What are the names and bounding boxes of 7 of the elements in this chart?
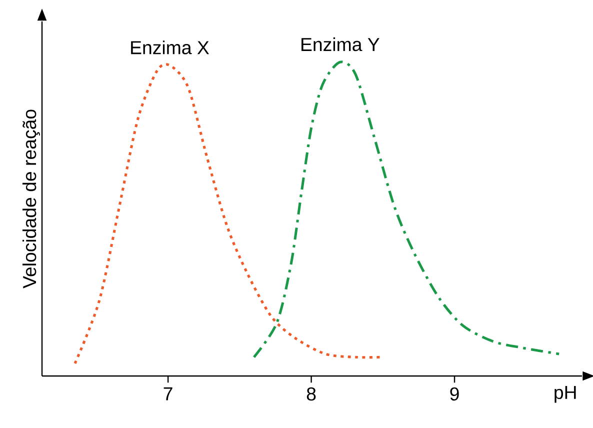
series-label: Enzima Y: [302, 37, 380, 52]
x-tick-label: 8: [306, 387, 316, 401]
y-axis-title: Velocidade de reação: [22, 110, 40, 288]
x-axis-title: pH: [554, 386, 576, 403]
series-label: Enzima X: [131, 40, 210, 54]
x-tick-label: 7: [164, 387, 172, 400]
x-tick-label: 9: [450, 387, 459, 401]
